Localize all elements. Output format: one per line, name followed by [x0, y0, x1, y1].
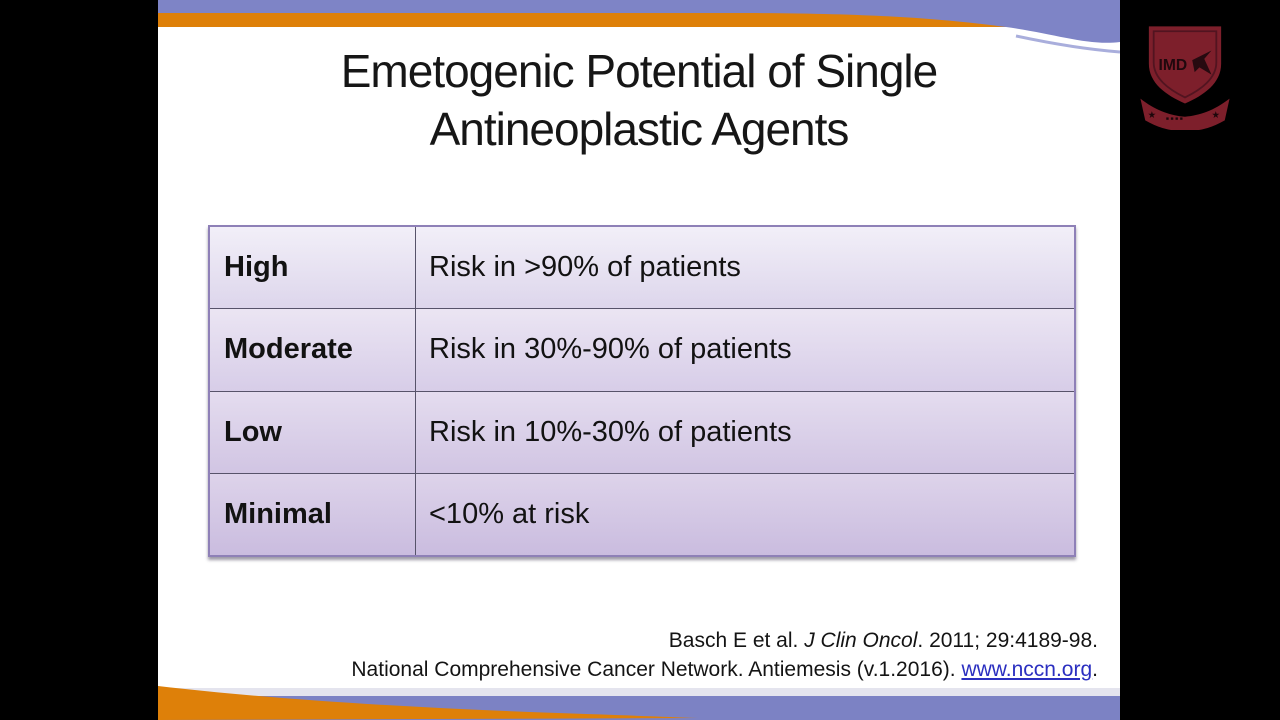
citation-line-2: National Comprehensive Cancer Network. A…: [198, 655, 1098, 684]
description-cell: <10% at risk: [429, 497, 590, 530]
table-row-minimal: Minimal <10% at risk: [210, 473, 1074, 555]
top-wave-highlight: [1015, 34, 1120, 54]
citation-line-1: Basch E et al. J Clin Oncol. 2011; 29:41…: [198, 626, 1098, 655]
level-cell: Minimal: [210, 473, 416, 555]
description-cell: Risk in >90% of patients: [429, 251, 741, 284]
bottom-orange-wave: [158, 686, 698, 720]
imd-crest-logo: IMD ★ ▪▪▪▪ ★: [1140, 26, 1230, 130]
ribbon-right-star: ★: [1212, 110, 1221, 121]
page-title: Emetogenic Potential of Single Antineopl…: [158, 42, 1120, 158]
description-cell: Risk in 10%-30% of patients: [429, 415, 792, 448]
citations: Basch E et al. J Clin Oncol. 2011; 29:41…: [198, 626, 1098, 684]
crest-shield-inner-border: [1152, 30, 1218, 99]
title-line-1: Emetogenic Potential of Single: [340, 45, 939, 97]
level-cell: High: [210, 227, 416, 309]
crest-imd-text: IMD: [1159, 57, 1188, 74]
bottom-gray-strip: [158, 688, 1120, 697]
crest-ribbon: [1140, 98, 1230, 130]
crest-shield: [1148, 26, 1222, 104]
level-cell: Low: [210, 391, 416, 473]
citation-1-text: Basch E et al.: [668, 629, 805, 652]
level-cell: Moderate: [210, 309, 416, 391]
ribbon-left-star: ★: [1148, 110, 1157, 121]
title-line-2: Antineoplastic Agents: [429, 103, 850, 155]
description-cell: Risk in 30%-90% of patients: [429, 333, 792, 366]
top-purple-wave: [158, 0, 1120, 43]
ribbon-center-glyphs: ▪▪▪▪: [1166, 114, 1184, 125]
crest-bird-icon: [1192, 50, 1212, 75]
nccn-link[interactable]: www.nccn.org: [961, 658, 1093, 681]
table-row-low: Low Risk in 10%-30% of patients: [210, 391, 1074, 474]
citation-1-suffix: . 2011; 29:4189-98.: [917, 629, 1098, 652]
citation-2-text: National Comprehensive Cancer Network. A…: [351, 658, 962, 681]
emetogenic-risk-table: High Risk in >90% of patients Moderate R…: [208, 225, 1076, 557]
table-row-moderate: Moderate Risk in 30%-90% of patients: [210, 309, 1074, 392]
slide: Emetogenic Potential of Single Antineopl…: [158, 0, 1120, 720]
table-row-high: High Risk in >90% of patients: [210, 227, 1074, 310]
citation-1-journal: J Clin Oncol: [804, 629, 918, 652]
bottom-wave-decoration: [158, 686, 1120, 720]
citation-2-suffix: .: [1092, 658, 1098, 681]
top-wave-decoration: [158, 0, 1120, 54]
top-orange-band: [158, 13, 1063, 27]
